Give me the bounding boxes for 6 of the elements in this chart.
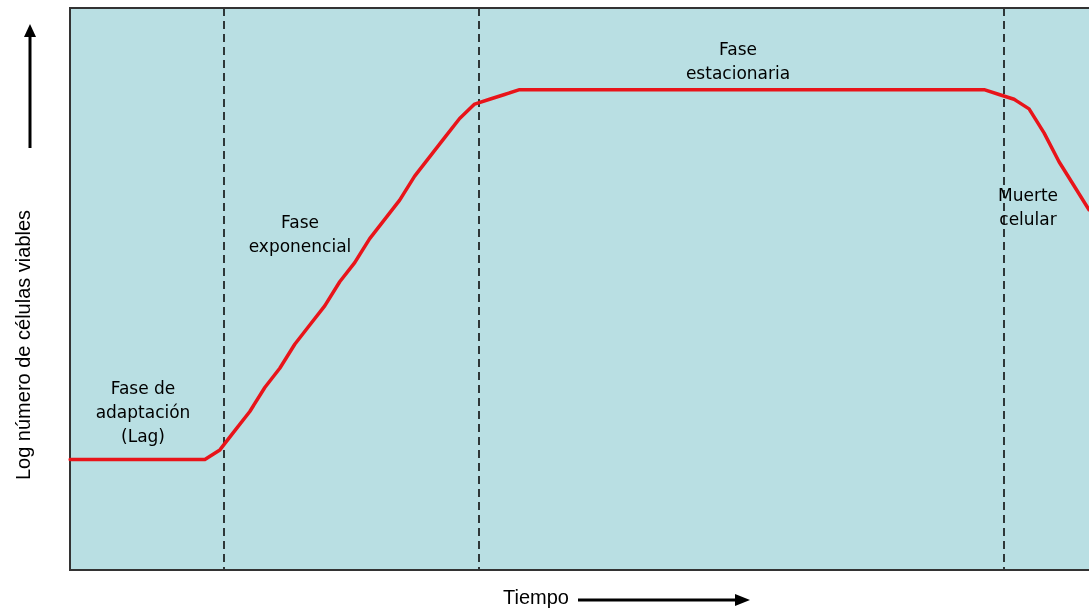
annotation: Fase exponencial	[248, 211, 352, 256]
annotation: Muerte celular	[997, 184, 1059, 229]
text: Fase estacionaria	[685, 38, 791, 83]
y-axis-title: Log número de células viables	[11, 209, 34, 481]
x-axis-title: Tiempo	[503, 585, 569, 608]
annotation: Fase de adaptación (Lag)	[95, 377, 191, 446]
